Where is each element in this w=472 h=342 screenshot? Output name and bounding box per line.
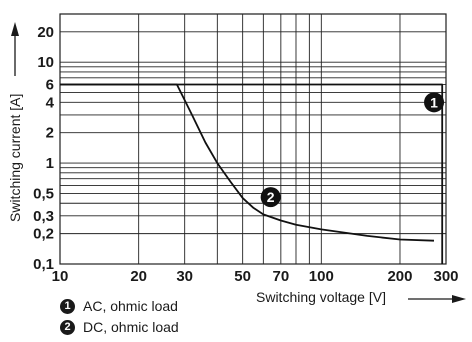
grid xyxy=(59,14,447,265)
x-tick-label: 100 xyxy=(309,268,334,285)
y-tick-label: 0,1 xyxy=(33,256,54,273)
y-tick-label: 4 xyxy=(46,94,55,111)
y-tick-label: 0,5 xyxy=(33,185,54,202)
legend-label-ac: AC, ohmic load xyxy=(83,298,178,314)
y-tick-label: 1 xyxy=(46,155,54,172)
series-line-2 xyxy=(60,83,435,242)
y-tick-label: 10 xyxy=(37,54,54,71)
series-marker-1 xyxy=(424,92,445,113)
x-tick-label: 200 xyxy=(387,268,412,285)
x-tick-label: 10 xyxy=(52,268,69,285)
y-tick-label: 0,2 xyxy=(33,226,54,243)
plot-area xyxy=(59,13,447,265)
y-axis-arrow-head xyxy=(11,22,19,36)
y-tick-label: 6 xyxy=(46,77,54,94)
series-line-1 xyxy=(60,83,444,264)
legend-label-dc: DC, ohmic load xyxy=(83,319,179,335)
x-axis-arrow-head xyxy=(452,295,466,303)
series-marker-label: 1 xyxy=(430,94,438,110)
legend-badge-2: 2 xyxy=(60,319,75,335)
series-group: 12 xyxy=(60,83,445,264)
legend-item-dc: 2 DC, ohmic load xyxy=(60,319,179,335)
legend-badge-1: 1 xyxy=(60,298,75,314)
legend-item-ac: 1 AC, ohmic load xyxy=(60,298,178,314)
x-tick-label: 50 xyxy=(234,268,251,285)
x-tick-label: 30 xyxy=(176,268,193,285)
y-tick-label: 0,3 xyxy=(33,208,54,225)
x-tick-label: 300 xyxy=(433,268,458,285)
x-tick-label: 20 xyxy=(130,268,147,285)
series-marker-label: 2 xyxy=(267,189,275,205)
x-tick-label: 70 xyxy=(272,268,289,285)
series-marker-2 xyxy=(260,187,281,208)
y-tick-label: 2 xyxy=(46,125,54,142)
y-tick-label: 20 xyxy=(37,24,54,41)
y-axis-label: Switching current [A] xyxy=(7,94,23,222)
x-axis-label: Switching voltage [V] xyxy=(256,289,386,305)
